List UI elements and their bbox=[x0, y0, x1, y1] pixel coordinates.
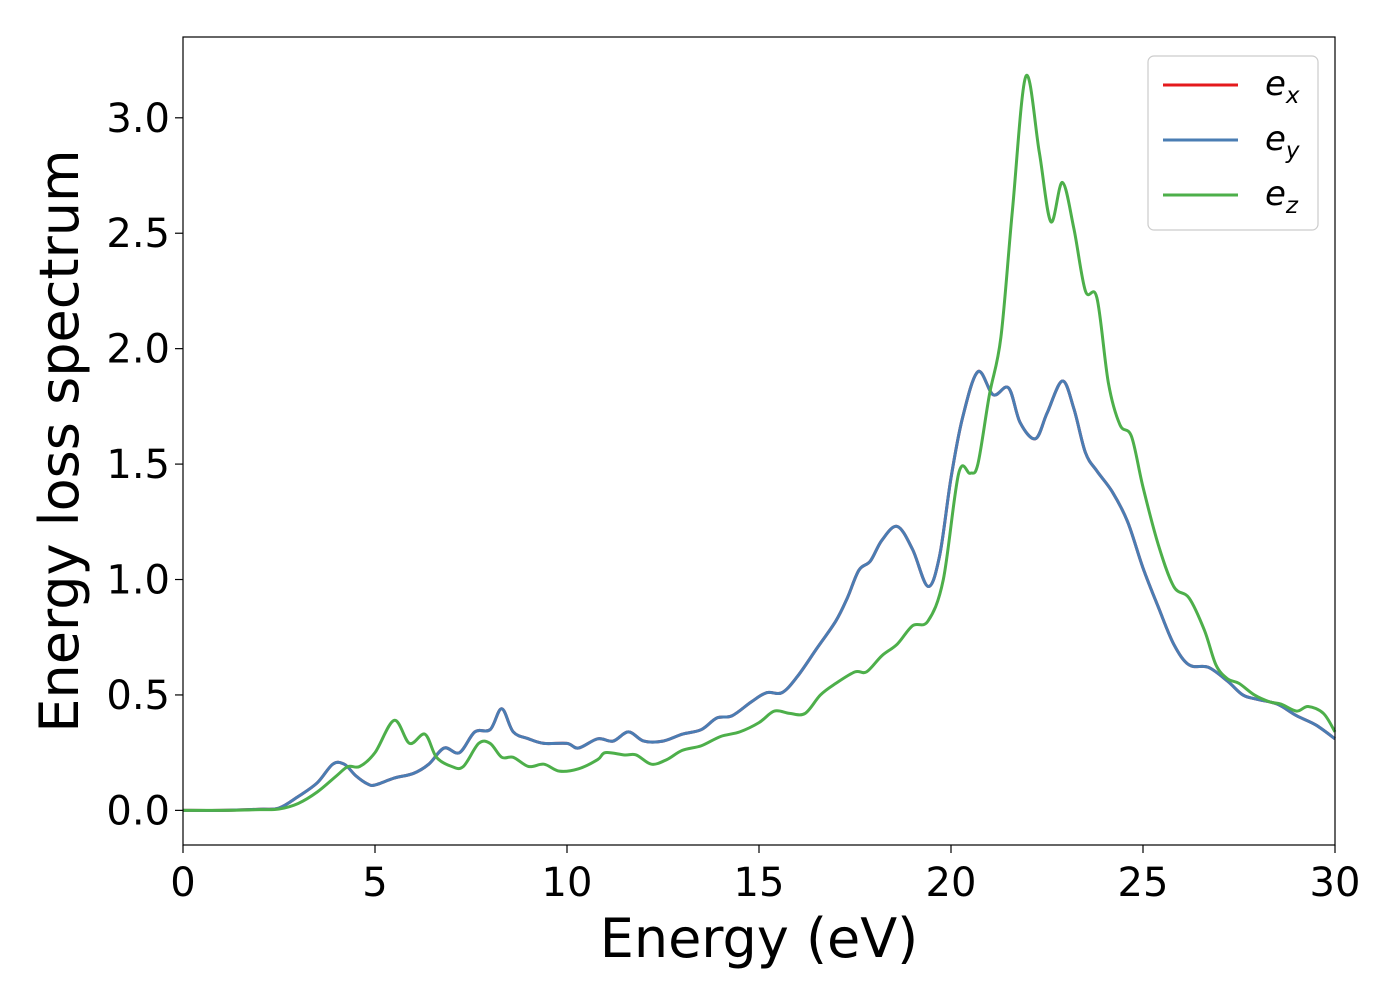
y-tick-label: 2.0 bbox=[106, 327, 170, 373]
y-tick-label: 0.5 bbox=[106, 673, 170, 719]
y-tick-label: 1.5 bbox=[106, 442, 170, 488]
x-tick-label: 0 bbox=[170, 860, 195, 906]
x-tick-label: 25 bbox=[1118, 860, 1169, 906]
x-tick-label: 10 bbox=[542, 860, 593, 906]
series-layer bbox=[182, 73, 1337, 812]
y-tick-label: 1.0 bbox=[106, 558, 170, 604]
series-line-y bbox=[182, 370, 1336, 812]
x-tick-label: 20 bbox=[926, 860, 977, 906]
legend-label-z: ez bbox=[1265, 174, 1299, 219]
x-tick-label: 5 bbox=[362, 860, 387, 906]
y-tick-label: 2.5 bbox=[106, 211, 170, 257]
x-tick-label: 30 bbox=[1310, 860, 1361, 906]
y-axis-title: Energy loss spectrum bbox=[28, 149, 91, 732]
legend-label-y: ey bbox=[1265, 119, 1300, 164]
x-axis: 0 5 10 15 20 25 30 bbox=[170, 845, 1360, 906]
y-axis: 0.0 0.5 1.0 1.5 2.0 2.5 3.0 bbox=[106, 96, 183, 834]
series-line-z bbox=[182, 73, 1337, 812]
legend: ex ey ez bbox=[1147, 55, 1319, 231]
y-tick-label: 3.0 bbox=[106, 96, 170, 142]
x-tick-label: 15 bbox=[734, 860, 785, 906]
y-tick-label: 0.0 bbox=[106, 788, 170, 834]
x-axis-title: Energy (eV) bbox=[600, 907, 919, 970]
legend-box bbox=[1147, 55, 1319, 231]
legend-label-x: ex bbox=[1265, 64, 1300, 109]
